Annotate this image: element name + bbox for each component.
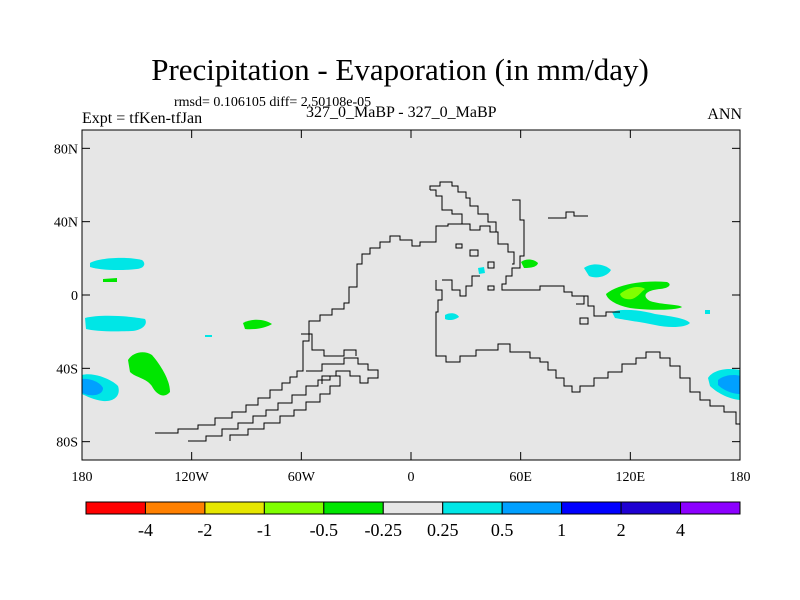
x-tick-label: 0 [408, 470, 415, 485]
colorbar-label: 0.25 [427, 520, 459, 540]
coastline-segment [469, 249, 479, 257]
experiment-label: Expt = tfKen-tfJan [82, 110, 203, 127]
x-tick-label: 120E [616, 470, 646, 485]
anomaly-patch [620, 286, 645, 300]
case-names-label: 327_0_MaBP - 327_0_MaBP [306, 104, 497, 121]
coastline-segment [430, 189, 463, 224]
colorbar-swatch [323, 501, 384, 515]
anomaly-patch [606, 281, 682, 310]
colorbar-label: 2 [617, 520, 626, 540]
colorbar-swatch [561, 501, 622, 515]
anomaly-patch [205, 335, 212, 337]
anomaly-layer [82, 257, 740, 402]
coastline-segment [455, 243, 463, 249]
colorbar-swatch [442, 501, 503, 515]
anomaly-patch [103, 278, 117, 282]
colorbar-label: 4 [676, 520, 685, 540]
colorbar-swatch [620, 501, 682, 515]
coastline-segment [301, 333, 357, 357]
colorbar-swatch [382, 501, 444, 515]
coastline-segment [576, 295, 585, 305]
y-tick-label: 0 [71, 289, 78, 304]
anomaly-patch [85, 315, 146, 332]
coastline-segment [487, 261, 495, 269]
colorbar-swatch [263, 501, 325, 515]
y-tick-label: 40S [56, 362, 78, 377]
coastline-segment [501, 199, 620, 317]
y-tick-label: 80N [54, 142, 78, 157]
anomaly-patch [243, 319, 272, 330]
axes: 180 120W 60W 0 60E 120E 180 80N 40N 0 40S 80S [54, 130, 751, 485]
coastline-segment [487, 285, 495, 291]
coastline-segment [155, 235, 424, 434]
anomaly-patch [705, 310, 710, 314]
x-tick-label: 180 [72, 470, 93, 485]
colorbar-swatch [144, 501, 206, 515]
anomaly-patch [521, 259, 538, 268]
anomaly-patch [612, 309, 690, 328]
coastline-segment [442, 275, 480, 297]
colorbar-swatch [85, 501, 146, 515]
season-label: ANN [707, 106, 742, 123]
x-tick-label: 180 [730, 470, 751, 485]
anomaly-patch [718, 375, 740, 394]
chart-title: Precipitation - Evaporation (in mm/day) [151, 52, 649, 87]
colorbar: -4 -2 -1 -0.5 -0.25 0.25 0.5 1 2 4 [85, 501, 741, 540]
x-tick-label: 60W [288, 470, 316, 485]
colorbar-label: 0.5 [491, 520, 514, 540]
coastline-segment [435, 280, 740, 425]
anomaly-patch [445, 313, 459, 321]
colorbar-label: -4 [138, 520, 153, 540]
x-tick-label: 60E [509, 470, 532, 485]
colorbar-swatch [204, 501, 265, 515]
anomaly-patch [584, 264, 611, 278]
colorbar-swatch [680, 501, 741, 515]
colorbar-label: -0.25 [365, 520, 403, 540]
anomaly-patch [478, 267, 485, 274]
anomaly-patch [128, 352, 170, 396]
plot-area [81, 129, 741, 461]
coastline-segment [424, 223, 515, 265]
colorbar-label: -2 [197, 520, 212, 540]
colorbar-label: -0.5 [310, 520, 339, 540]
coastline-segment [548, 211, 588, 219]
y-tick-label: 40N [54, 216, 78, 231]
anomaly-patch [82, 378, 103, 396]
coastline-segment [579, 317, 589, 325]
coastline-segment [306, 357, 379, 384]
chart-stats: rmsd= 0.106105 diff= 2.50108e-05 [174, 95, 372, 110]
anomaly-patch [90, 257, 145, 271]
colorbar-label: 1 [557, 520, 566, 540]
coastline-segment [429, 181, 498, 233]
y-tick-label: 80S [56, 436, 78, 451]
colorbar-swatch [501, 501, 563, 515]
colorbar-label: -1 [257, 520, 272, 540]
coastlines [155, 181, 740, 442]
x-tick-label: 120W [175, 470, 210, 485]
coastline-segment [188, 375, 341, 442]
